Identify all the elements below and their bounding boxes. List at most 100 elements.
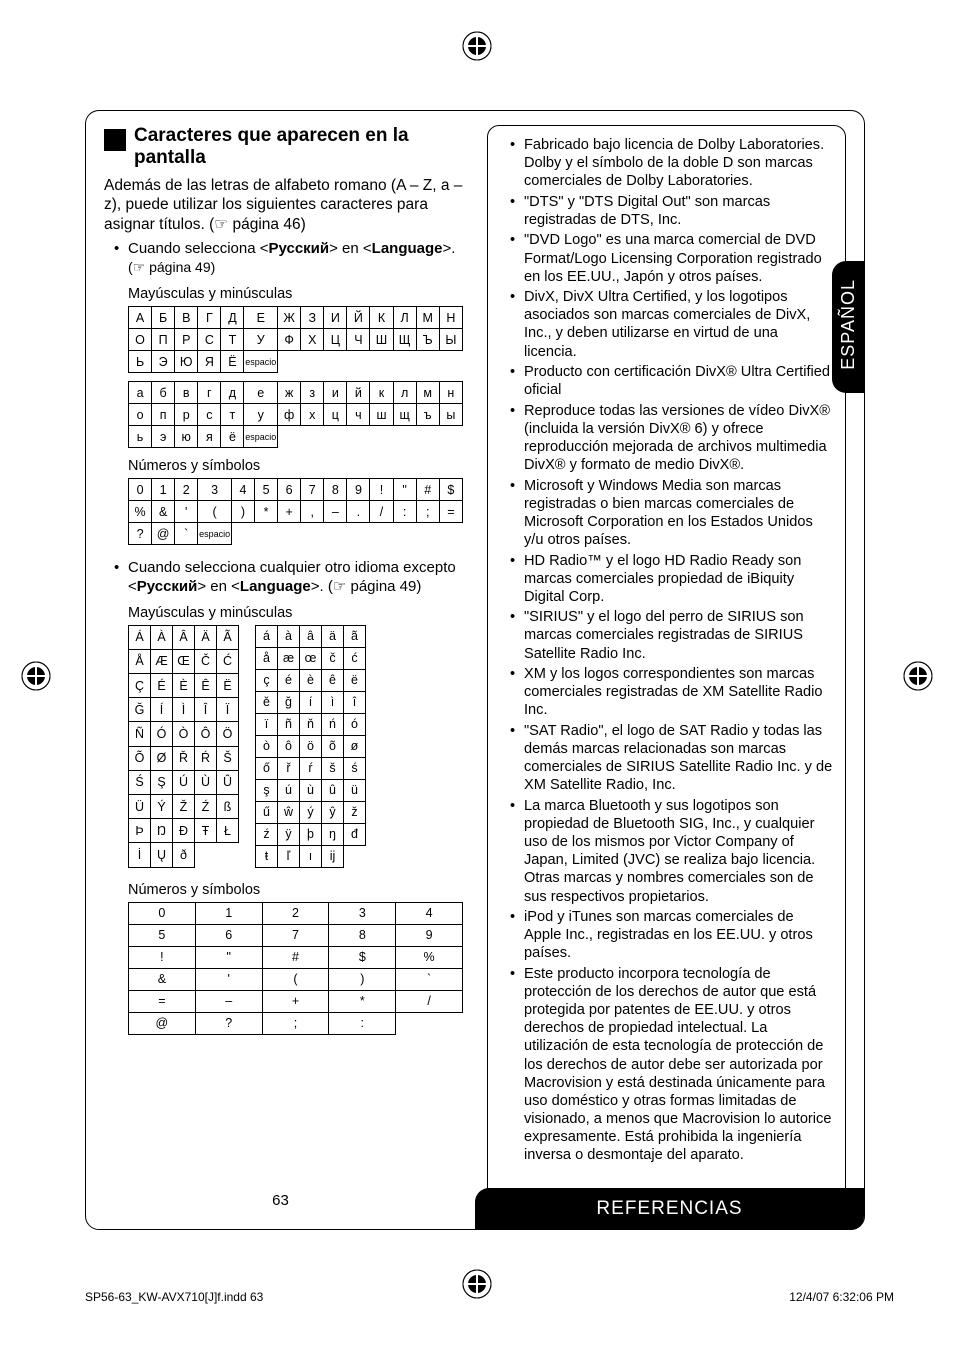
char-cell: û — [322, 779, 344, 801]
char-cell: Ğ — [129, 698, 151, 722]
char-cell: é — [278, 669, 300, 691]
char-cell: ó — [344, 713, 366, 735]
char-cell: Ú — [173, 770, 195, 794]
char-cell: Ç — [129, 674, 151, 698]
char-cell: ŵ — [278, 801, 300, 823]
char-cell: д — [221, 382, 244, 404]
label-upperlower-1: Mayúsculas y minúsculas — [128, 286, 463, 302]
char-cell: й — [347, 382, 370, 404]
char-cell: Č — [195, 649, 217, 673]
char-cell: ð — [173, 843, 195, 867]
char-cell: & — [129, 968, 196, 990]
char-cell: Р — [175, 329, 198, 351]
char-cell: ŋ — [322, 823, 344, 845]
char-cell: ñ — [278, 713, 300, 735]
char-cell: 4 — [396, 902, 463, 924]
char-cell: И — [324, 307, 347, 329]
char-cell: м — [416, 382, 439, 404]
char-cell: Н — [439, 307, 462, 329]
char-cell: ч — [347, 404, 370, 426]
char-cell: Ć — [217, 649, 239, 673]
char-cell: espacio — [244, 351, 278, 373]
char-cell: Í — [151, 698, 173, 722]
char-cell: ý — [300, 801, 322, 823]
note-russian: Cuando selecciona <Русский> en <Language… — [118, 240, 463, 276]
char-cell: ŷ — [322, 801, 344, 823]
char-cell: ú — [278, 779, 300, 801]
table-numsym-2: 0123456789!"#$%&'()`=–+*/@?;: — [128, 902, 463, 1035]
char-cell: Ś — [129, 770, 151, 794]
char-cell: Ì — [173, 698, 195, 722]
page-frame: ESPAÑOL Caracteres que aparecen en la pa… — [85, 110, 865, 1230]
char-cell: Ø — [151, 746, 173, 770]
char-cell: Ï — [217, 698, 239, 722]
char-cell: 3 — [329, 902, 396, 924]
char-cell: ń — [322, 713, 344, 735]
legal-item: Este producto incorpora tecnología de pr… — [514, 965, 833, 1165]
char-cell: " — [195, 946, 262, 968]
char-cell: Ł — [217, 819, 239, 843]
char-cell: ÿ — [278, 823, 300, 845]
char-cell: в — [175, 382, 198, 404]
char-cell: Ŋ — [151, 819, 173, 843]
char-cell: Ц — [324, 329, 347, 351]
char-cell: 4 — [231, 479, 254, 501]
table-latin-lower: áàâäãåæœčćçéèêëěğíìîïñňńóòôöõøőřŕšśşúùûü… — [255, 625, 366, 868]
char-cell: ø — [344, 735, 366, 757]
char-cell: ŕ — [300, 757, 322, 779]
char-cell: . — [347, 501, 370, 523]
char-cell: У — [244, 329, 278, 351]
char-cell: – — [195, 990, 262, 1012]
char-cell: espacio — [244, 426, 278, 448]
char-cell: Œ — [173, 649, 195, 673]
char-cell: # — [262, 946, 329, 968]
legal-item: Reproduce todas las versiones de vídeo D… — [514, 402, 833, 475]
char-cell: у — [244, 404, 278, 426]
note-other-lang: Cuando selecciona cualquier otro idioma … — [118, 559, 463, 596]
char-cell: Л — [393, 307, 416, 329]
print-footer: SP56-63_KW-AVX710[J]f.indd 63 12/4/07 6:… — [85, 1290, 894, 1304]
char-cell: ŧ — [256, 845, 278, 867]
char-cell: " — [393, 479, 416, 501]
char-cell: + — [262, 990, 329, 1012]
char-cell: ä — [322, 625, 344, 647]
char-cell: а — [129, 382, 152, 404]
char-cell: Å — [129, 649, 151, 673]
char-cell: р — [175, 404, 198, 426]
char-cell: ` — [396, 968, 463, 990]
char-cell: и — [324, 382, 347, 404]
char-cell: @ — [152, 523, 175, 545]
char-cell: К — [370, 307, 393, 329]
char-cell: ? — [195, 1012, 262, 1034]
char-cell: Ų — [151, 843, 173, 867]
legal-item: Fabricado bajo licencia de Dolby Laborat… — [514, 136, 833, 190]
char-cell: Г — [198, 307, 221, 329]
char-cell: á — [256, 625, 278, 647]
char-cell: Й — [347, 307, 370, 329]
char-cell: л — [393, 382, 416, 404]
char-cell: х — [301, 404, 324, 426]
char-cell: : — [393, 501, 416, 523]
char-cell: – — [324, 501, 347, 523]
char-cell: 7 — [301, 479, 324, 501]
char-cell: 7 — [262, 924, 329, 946]
char-cell: 5 — [255, 479, 278, 501]
char-cell: ş — [256, 779, 278, 801]
char-cell: ж — [278, 382, 301, 404]
char-cell: É — [151, 674, 173, 698]
char-cell: е — [244, 382, 278, 404]
char-cell: С — [198, 329, 221, 351]
char-cell: ś — [344, 757, 366, 779]
char-cell: Ш — [370, 329, 393, 351]
language-tab-label: ESPAÑOL — [838, 279, 859, 370]
char-cell: Ы — [439, 329, 462, 351]
char-cell: ì — [322, 691, 344, 713]
char-cell: * — [255, 501, 278, 523]
char-cell: 6 — [195, 924, 262, 946]
char-cell: œ — [300, 647, 322, 669]
note-russian-ref: (☞ página 49) — [128, 259, 463, 277]
char-cell: æ — [278, 647, 300, 669]
char-cell: espacio — [198, 523, 232, 545]
char-cell: Е — [244, 307, 278, 329]
legal-item: DivX, DivX Ultra Certified, y los logoti… — [514, 288, 833, 361]
